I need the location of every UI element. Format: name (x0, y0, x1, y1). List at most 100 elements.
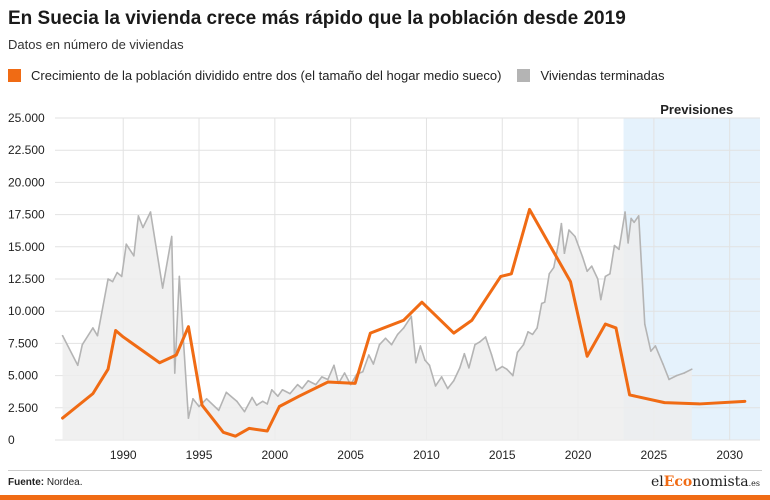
poblacion-point (663, 401, 666, 404)
poblacion-point (569, 280, 572, 283)
viviendas-point (137, 215, 140, 217)
viviendas-point (361, 370, 364, 373)
viviendas-point (161, 287, 164, 289)
viviendas-point (516, 351, 519, 354)
viviendas-point (390, 343, 393, 346)
viviendas-point (120, 275, 123, 278)
viviendas-point (536, 327, 538, 329)
viviendas-point (192, 397, 194, 400)
viviendas-point (563, 252, 566, 255)
viviendas-point (281, 388, 284, 391)
viviendas-point (643, 323, 646, 325)
viviendas-point (557, 243, 560, 246)
poblacion-point (499, 275, 502, 278)
legend-label-poblacion: Crecimiento de la población dividido ent… (31, 67, 502, 83)
y-tick-label: 17.500 (8, 208, 45, 222)
viviendas-point (675, 374, 678, 377)
viviendas-point (613, 244, 616, 247)
viviendas-point (271, 388, 273, 391)
viviendas-point (654, 345, 657, 347)
viviendas-point (107, 278, 109, 280)
poblacion-point (247, 427, 251, 430)
poblacion-point (614, 326, 618, 330)
viviendas-point (590, 265, 593, 267)
viviendas-point (116, 271, 118, 274)
viviendas-point (149, 211, 152, 213)
viviendas-point (512, 374, 514, 377)
viviendas-point (560, 222, 563, 225)
forecast-label: Previsiones (660, 102, 733, 117)
chart-subtitle: Datos en número de viviendas (8, 37, 184, 52)
viviendas-point (531, 333, 534, 336)
legend-label-viviendas: Viviendas terminadas (540, 67, 665, 83)
viviendas-point (125, 243, 128, 246)
y-tick-label: 20.000 (8, 175, 45, 189)
legend-item-poblacion: Crecimiento de la población dividido ent… (8, 68, 501, 83)
brand-bottom-bar (0, 495, 770, 500)
viviendas-point (61, 334, 64, 337)
viviendas-point (236, 400, 238, 403)
chart-legend: Crecimiento de la población dividido ent… (8, 66, 681, 84)
viviendas-point (548, 273, 551, 275)
viviendas-point (574, 235, 576, 238)
poblacion-point (222, 431, 225, 434)
viviendas-point (266, 403, 269, 405)
viviendas-point (690, 368, 693, 370)
viviendas-point (321, 376, 323, 378)
viviendas-point (600, 298, 602, 301)
poblacion-point (353, 382, 357, 385)
logo-part-nomista: nomista (692, 474, 749, 490)
viviendas-point (289, 392, 291, 395)
poblacion-point (528, 208, 531, 211)
logo-part-el: el (650, 474, 664, 490)
source-label: Fuente: (8, 477, 45, 488)
viviendas-point (434, 385, 437, 387)
poblacion-point (743, 400, 747, 403)
legend-swatch-orange (8, 68, 21, 82)
viviendas-point (81, 343, 84, 346)
poblacion-point (698, 402, 701, 406)
viviendas-point (637, 215, 640, 217)
legend-item-viviendas: Viviendas terminadas (517, 67, 665, 83)
poblacion-point (369, 331, 372, 335)
y-tick-label: 22.500 (8, 143, 45, 157)
viviendas-point (568, 229, 570, 231)
poblacion-point (297, 395, 301, 398)
viviendas-point (662, 363, 664, 365)
source-value: Nordea. (46, 477, 83, 488)
poblacion-line (61, 207, 747, 438)
poblacion-point (326, 380, 330, 384)
viviendas-point (630, 217, 632, 220)
viviendas-point (296, 383, 299, 386)
eleconomista-logo[interactable]: elEconomista.es (651, 474, 760, 490)
viviendas-point (522, 343, 525, 346)
viviendas-point (205, 397, 208, 400)
viviendas-point (198, 405, 200, 408)
y-tick-label: 15.000 (8, 240, 45, 254)
viviendas-point (170, 235, 173, 238)
poblacion-point (585, 355, 589, 358)
viviendas-point (307, 379, 309, 382)
poblacion-point (548, 243, 551, 246)
y-tick-label: 7.500 (8, 336, 38, 350)
poblacion-point (510, 272, 513, 276)
viviendas-point (333, 364, 335, 367)
x-tick-label: 1990 (110, 448, 137, 462)
viviendas-point (419, 345, 422, 347)
poblacion-point (200, 404, 204, 407)
logo-part-eco: Eco (663, 474, 693, 490)
viviendas-point (440, 376, 443, 378)
viviendas-point (410, 315, 413, 318)
viviendas-point (478, 341, 481, 343)
x-tick-label: 2010 (413, 448, 440, 462)
viviendas-point (474, 343, 476, 346)
viviendas-point (111, 280, 114, 283)
viviendas-point (627, 242, 629, 244)
viviendas-point (553, 266, 555, 269)
viviendas-point (446, 387, 449, 390)
viviendas-point (402, 327, 405, 329)
poblacion-point (266, 429, 269, 433)
viviendas-point (255, 404, 258, 407)
x-tick-label: 2015 (489, 448, 516, 462)
viviendas-point (633, 221, 635, 224)
